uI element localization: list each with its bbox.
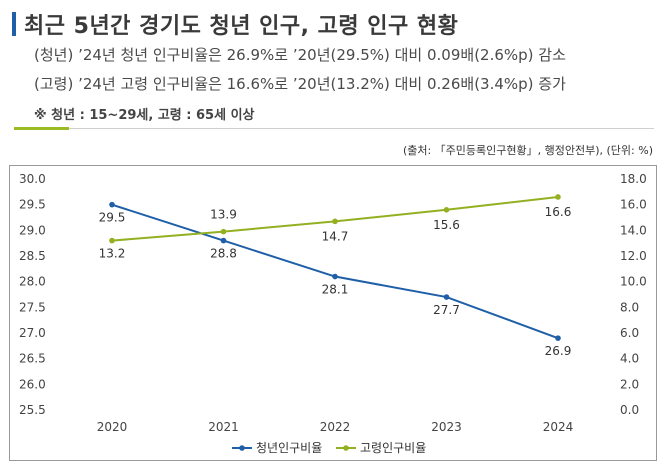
data-label: 28.8 bbox=[210, 247, 237, 261]
right-axis-tick-label: 0.0 bbox=[620, 403, 639, 417]
x-axis-tick-label: 2020 bbox=[97, 420, 128, 434]
legend-swatch-marker bbox=[343, 445, 349, 451]
left-axis-tick-label: 28.5 bbox=[19, 249, 46, 263]
data-label: 29.5 bbox=[99, 211, 126, 225]
data-label: 27.7 bbox=[433, 303, 460, 317]
divider-accent bbox=[14, 127, 69, 130]
data-point bbox=[555, 194, 561, 200]
data-label: 15.6 bbox=[433, 218, 460, 232]
right-axis-tick-label: 16.0 bbox=[620, 198, 647, 212]
data-label: 26.9 bbox=[545, 344, 572, 358]
data-point bbox=[220, 237, 227, 244]
right-axis-tick-label: 6.0 bbox=[620, 326, 639, 340]
data-label: 28.1 bbox=[322, 283, 349, 297]
data-label: 13.2 bbox=[99, 247, 126, 261]
right-axis-tick-label: 4.0 bbox=[620, 352, 639, 366]
data-point bbox=[443, 207, 450, 213]
left-axis-tick-label: 29.0 bbox=[19, 223, 46, 237]
page-title: 최근 5년간 경기도 청년 인구, 고령 인구 현황 bbox=[24, 14, 459, 39]
source-note: (출처: 「주민등록인구현황」, 행정안전부), (단위: %) bbox=[402, 144, 653, 157]
legend-label: 고령인구비율 bbox=[360, 441, 426, 455]
legend-swatch-marker bbox=[239, 445, 245, 451]
data-point bbox=[109, 237, 115, 244]
divider bbox=[14, 128, 654, 129]
series-line-youth bbox=[111, 203, 559, 340]
x-axis-tick-label: 2021 bbox=[208, 420, 239, 434]
left-axis-tick-label: 27.0 bbox=[19, 326, 46, 340]
elderly-summary: (고령) ’24년 고령 인구비율은 16.6%로 ’20년(13.2%) 대비… bbox=[34, 75, 566, 93]
right-axis-tick-label: 10.0 bbox=[620, 275, 647, 289]
age-definition-note: ※ 청년 : 15~29세, 고령 : 65세 이상 bbox=[34, 108, 255, 123]
x-axis-tick-label: 2024 bbox=[543, 420, 574, 434]
left-axis-tick-label: 28.0 bbox=[19, 275, 46, 289]
left-axis-tick-label: 25.5 bbox=[19, 403, 46, 417]
left-axis-tick-label: 26.5 bbox=[19, 352, 46, 366]
legend-label: 청년인구비율 bbox=[256, 441, 322, 455]
left-axis-tick-label: 29.5 bbox=[19, 198, 46, 212]
data-point bbox=[555, 335, 561, 341]
data-point bbox=[443, 294, 450, 300]
data-point bbox=[332, 273, 338, 280]
x-axis-tick-label: 2023 bbox=[431, 420, 462, 434]
data-point bbox=[109, 201, 115, 208]
left-axis-tick-label: 30.0 bbox=[19, 172, 46, 186]
left-axis-tick-label: 27.5 bbox=[19, 300, 46, 314]
x-axis-tick-label: 2022 bbox=[320, 420, 351, 434]
right-axis-tick-label: 8.0 bbox=[620, 300, 639, 314]
title-accent-bar bbox=[12, 12, 16, 36]
chart-frame bbox=[9, 165, 657, 461]
right-axis-tick-label: 12.0 bbox=[620, 249, 647, 263]
data-label: 16.6 bbox=[545, 205, 572, 219]
left-axis-tick-label: 26.0 bbox=[19, 377, 46, 391]
data-point bbox=[332, 218, 338, 225]
youth-summary: (청년) ’24년 청년 인구비율은 26.9%로 ’20년(29.5%) 대비… bbox=[34, 46, 566, 64]
data-label: 13.9 bbox=[210, 208, 237, 222]
right-axis-tick-label: 18.0 bbox=[620, 172, 647, 186]
right-axis-tick-label: 2.0 bbox=[620, 377, 639, 391]
data-point bbox=[220, 228, 227, 235]
data-label: 14.7 bbox=[322, 229, 349, 243]
right-axis-tick-label: 14.0 bbox=[620, 223, 647, 237]
